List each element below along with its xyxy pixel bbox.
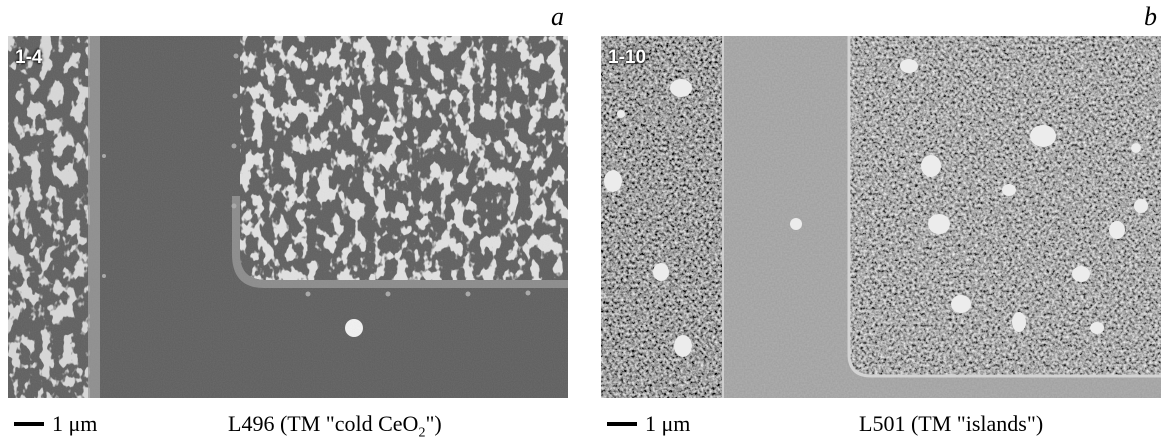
scale-bar: 1 μm (607, 411, 691, 436)
sample-id-label: 1-4 (15, 47, 43, 68)
panel-caption: L501 (TM "islands") (859, 411, 1044, 436)
panel-a: a 1-4 (8, 0, 568, 443)
caption-prefix: L496 (TM "cold CeO (228, 411, 419, 436)
panel-letter: a (551, 2, 564, 31)
scale-bar-label: 1 μm (52, 411, 98, 436)
panel-b: b (601, 0, 1161, 443)
sem-micrograph-a (8, 36, 568, 398)
sem-micrograph-b (601, 36, 1161, 398)
scale-bar-line (607, 422, 637, 426)
sample-id-label: 1-10 (608, 47, 647, 68)
scale-bar: 1 μm (14, 411, 98, 436)
panel-letter: b (1144, 2, 1157, 31)
scale-bar-line (14, 422, 44, 426)
caption-suffix: ") (425, 411, 442, 436)
scale-bar-label: 1 μm (645, 411, 691, 436)
panel-caption: L496 (TM "cold CeO2") (228, 411, 442, 446)
caption-subscript: 2 (418, 425, 426, 441)
